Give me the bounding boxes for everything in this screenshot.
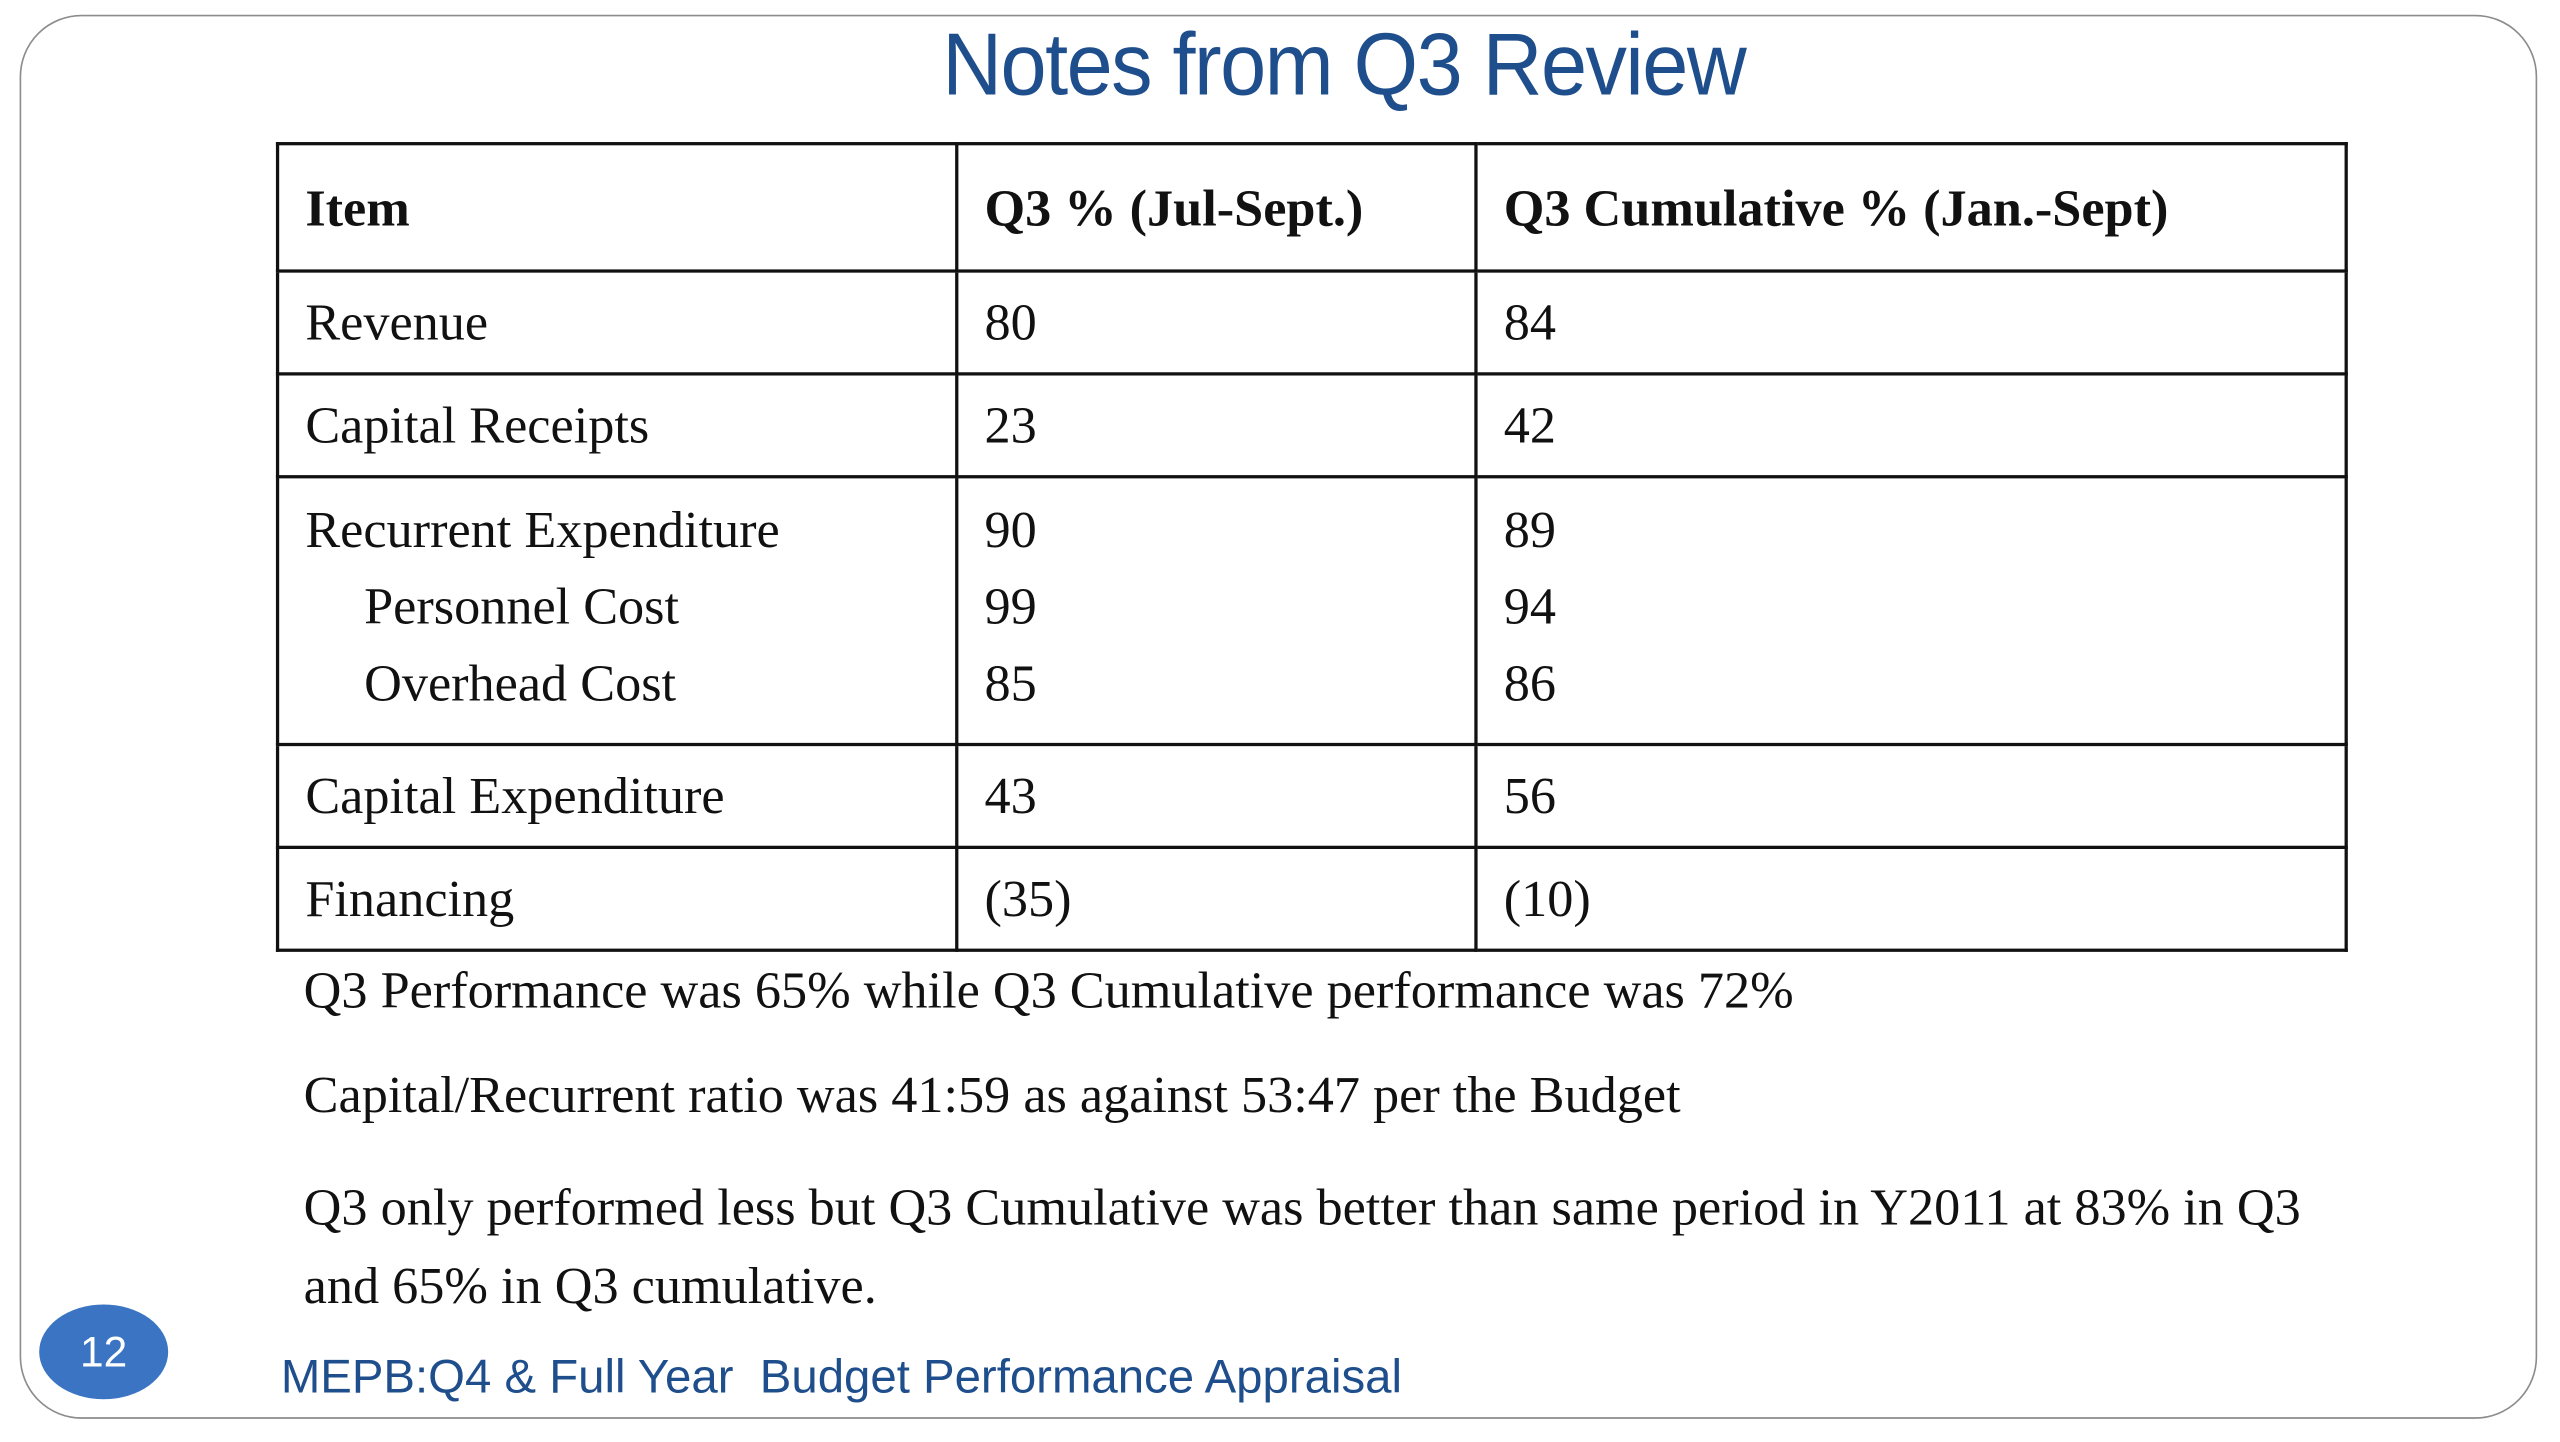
row-q3-value: (35) [955, 845, 1478, 952]
note-comparison: Q3 only performed less but Q3 Cumulative… [303, 1177, 2301, 1315]
note-ratio: Capital/Recurrent ratio was 41:59 as aga… [303, 1064, 1681, 1124]
row-cumulative-value: 42 [1474, 372, 2348, 479]
row-item: Revenue [275, 269, 959, 376]
table-row: Financing (35) (10) [275, 845, 2348, 952]
row-q3-value: 23 [955, 372, 1478, 479]
row-q3-group: 90 99 85 [955, 475, 1478, 747]
row-item: Recurrent Expenditure [305, 499, 780, 559]
row-cumulative-value: 56 [1474, 742, 2348, 850]
table-row: Revenue 80 84 [275, 269, 2348, 376]
sub-row-item: Personnel Cost [364, 576, 680, 636]
note-performance: Q3 Performance was 65% while Q3 Cumulati… [303, 960, 1794, 1019]
row-cumulative-group: 89 94 86 [1474, 475, 2348, 747]
budget-performance-table: Item Q3 % (Jul-Sept.) Q3 Cumulative % (J… [275, 142, 2348, 952]
slide-footer: MEPB:Q4 & Full Year Budget Performance A… [280, 1351, 1403, 1405]
column-header-q3: Q3 % (Jul-Sept.) [955, 142, 1478, 273]
row-item-group: Recurrent Expenditure Personnel Cost Ove… [275, 475, 959, 747]
table-row: Capital Expenditure 43 56 [275, 742, 2348, 850]
slide-title: Notes from Q3 Review [942, 16, 1746, 115]
sub-row-item: Overhead Cost [364, 653, 677, 712]
sub-row-q3-value: 85 [984, 653, 1037, 712]
row-item: Financing [275, 845, 959, 952]
column-header-item: Item [275, 142, 959, 273]
table-row: Recurrent Expenditure Personnel Cost Ove… [275, 475, 2348, 747]
table-header-row: Item Q3 % (Jul-Sept.) Q3 Cumulative % (J… [275, 142, 2348, 273]
sub-row-cumulative-value: 86 [1503, 653, 1556, 712]
row-cumulative-value: 84 [1474, 269, 2348, 376]
row-item: Capital Receipts [275, 372, 959, 479]
row-q3-value: 43 [955, 742, 1478, 850]
column-header-cumulative: Q3 Cumulative % (Jan.-Sept) [1474, 142, 2348, 273]
row-cumulative-value: (10) [1474, 845, 2348, 952]
row-item: Capital Expenditure [275, 742, 959, 850]
sub-row-cumulative-value: 94 [1503, 576, 1556, 636]
row-q3-value: 80 [955, 269, 1478, 376]
table-row: Capital Receipts 23 42 [275, 372, 2348, 479]
sub-row-q3-value: 99 [984, 576, 1037, 636]
row-cumulative-value: 89 [1503, 499, 1556, 559]
row-q3-value: 90 [984, 499, 1037, 559]
page-number-badge: 12 [39, 1304, 169, 1400]
